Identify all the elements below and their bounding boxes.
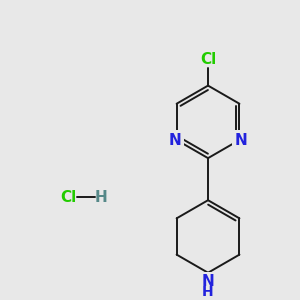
Text: N: N xyxy=(235,133,247,148)
Text: H: H xyxy=(94,190,107,205)
Text: N: N xyxy=(202,274,214,289)
Text: N: N xyxy=(169,133,182,148)
Text: Cl: Cl xyxy=(200,52,216,67)
Text: H: H xyxy=(202,285,214,299)
Text: Cl: Cl xyxy=(61,190,77,205)
